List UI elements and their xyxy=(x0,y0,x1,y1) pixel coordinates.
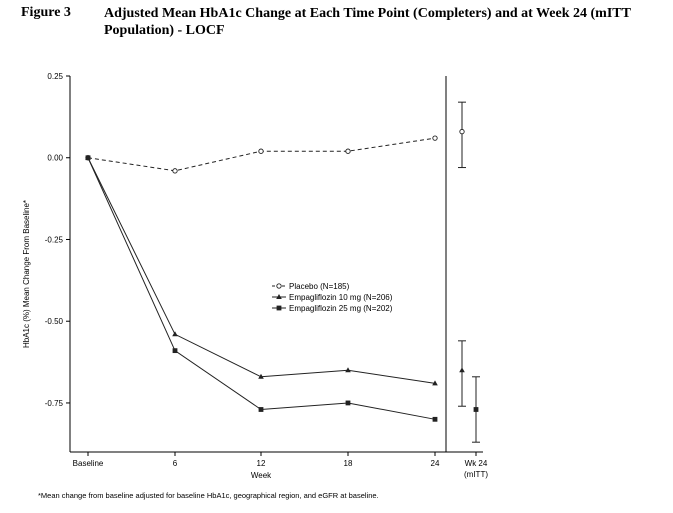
y-tick-label: 0.25 xyxy=(47,72,63,81)
data-point-square xyxy=(172,348,178,354)
legend-marker-circle-open xyxy=(276,283,282,289)
data-point-square xyxy=(258,407,264,412)
series-line-1 xyxy=(87,137,436,172)
week24-panel: Wk 24 (mITT) xyxy=(458,101,488,479)
panel-mean-marker-triangle xyxy=(459,367,465,373)
legend-entry-label: Empagliflozin 10 mg (N=206) xyxy=(289,293,393,302)
y-tick-label: 0.00 xyxy=(47,154,63,163)
data-point-square xyxy=(85,155,91,161)
panel-label-line1: Wk 24 xyxy=(465,459,488,468)
panel-mean-marker-square xyxy=(473,407,479,412)
legend-marker-triangle xyxy=(276,294,282,299)
data-point-triangle xyxy=(258,373,264,379)
x-tick-label: 6 xyxy=(173,459,178,468)
data-point-triangle xyxy=(172,331,178,337)
figure-label: Figure 3 xyxy=(21,5,71,20)
x-tick-label: Baseline xyxy=(73,459,104,468)
chart-markers xyxy=(85,135,438,422)
data-point-circle-open xyxy=(258,148,264,154)
x-tick-label: 18 xyxy=(344,459,353,468)
data-point-circle-open xyxy=(432,135,438,141)
chart-legend: Placebo (N=185) Empagliflozin 10 mg (N=20… xyxy=(272,282,393,313)
y-tick-label: -0.75 xyxy=(45,399,64,408)
series-line-2 xyxy=(87,157,436,384)
x-axis-title: Week xyxy=(251,471,272,480)
data-point-square xyxy=(432,416,438,422)
figure-title: Adjusted Mean HbA1c Change at Each Time … xyxy=(104,6,631,38)
x-tick-label: 24 xyxy=(431,459,440,468)
legend-entry-label: Placebo (N=185) xyxy=(289,282,350,291)
chart-footnote: *Mean change from baseline adjusted for … xyxy=(38,491,379,500)
chart-axes: 0.25 0.00 -0.25 -0.50 -0.75 Baseline 6 12 18 24 We… xyxy=(22,72,483,480)
data-point-circle-open xyxy=(172,168,178,174)
y-axis-title: HbA1c (%) Mean Change From Baseline* xyxy=(22,200,31,348)
data-point-triangle xyxy=(432,380,438,386)
data-point-circle-open xyxy=(345,148,351,154)
y-tick-label: -0.50 xyxy=(45,317,64,326)
panel-mean-marker-circle-open xyxy=(459,128,465,135)
legend-entry-label: Empagliflozin 25 mg (N=202) xyxy=(289,304,393,313)
panel-label-line2: (mITT) xyxy=(464,470,488,479)
data-point-triangle xyxy=(345,367,351,373)
y-tick-label: -0.25 xyxy=(45,235,64,244)
x-tick-label: 12 xyxy=(257,459,266,468)
data-point-square xyxy=(345,400,351,406)
series-line-3 xyxy=(87,157,436,420)
legend-marker-square xyxy=(276,305,282,311)
